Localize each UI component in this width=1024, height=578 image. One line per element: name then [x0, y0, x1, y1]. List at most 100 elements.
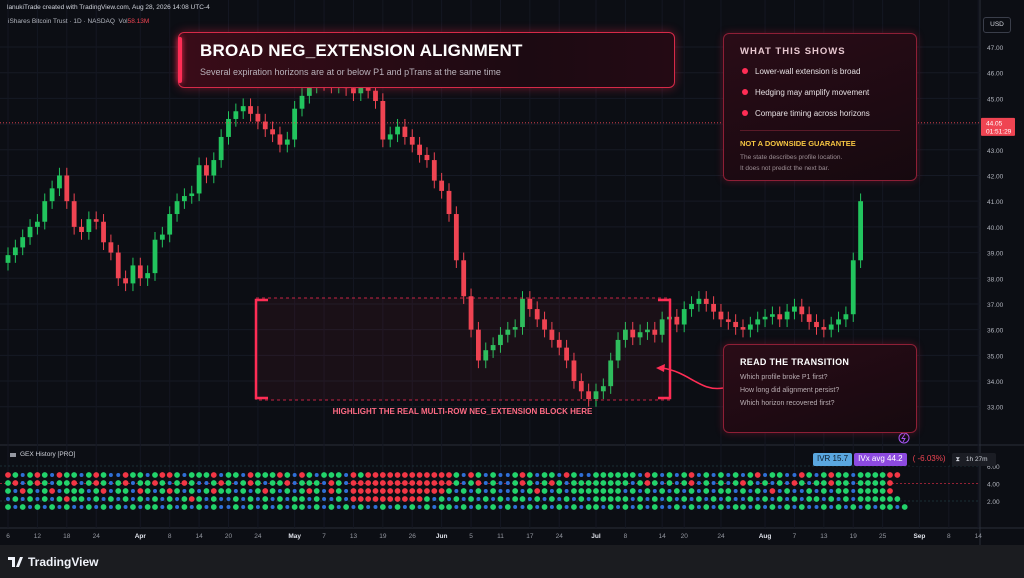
gex-dot [468, 496, 474, 502]
candle-body [659, 319, 665, 335]
gex-dot [34, 504, 41, 510]
candle-body [233, 111, 239, 119]
candle-body [806, 314, 812, 322]
gex-dot [12, 496, 19, 502]
gex-dot [181, 496, 188, 502]
currency[interactable]: USD [983, 17, 1011, 33]
gex-dot [726, 473, 731, 477]
gex-dot [247, 496, 254, 502]
gex-dot [328, 488, 335, 494]
gex-dot [541, 504, 548, 510]
gex-dot [225, 472, 232, 478]
gex-dot [85, 480, 92, 486]
gex-dot [615, 472, 621, 478]
gex-dot [5, 488, 11, 494]
gex-dot [322, 489, 327, 493]
transition-item: How long did alignment persist? [740, 387, 840, 394]
gex-dot [630, 497, 635, 501]
gex-dot [379, 504, 386, 510]
gex-dot [210, 472, 217, 478]
gex-dot [829, 505, 834, 509]
shows-item: Hedging may amplify movement [740, 88, 900, 97]
ivr-badge: IVR 15.7 [813, 453, 853, 466]
gex-dot [879, 496, 886, 502]
gex-dot [5, 480, 11, 486]
gex-dot [681, 472, 688, 478]
gex-dot [108, 473, 113, 477]
gex-dot [292, 473, 297, 477]
gex-dot [12, 472, 19, 478]
gex-dot [483, 481, 488, 485]
gex-dot [79, 473, 84, 477]
gex-dot [145, 497, 150, 501]
gex-dot [763, 473, 768, 477]
candle-body [792, 306, 797, 312]
x-tick-label: 14 [975, 533, 983, 540]
gex-dot [189, 505, 194, 509]
candle-body [277, 134, 283, 145]
x-tick-label: Sep [913, 533, 925, 540]
gex-dot [814, 505, 819, 509]
candle-body [542, 319, 547, 330]
candle-body [534, 309, 540, 320]
gex-dot [578, 488, 585, 494]
candle-body [57, 175, 62, 189]
subtitle: Several expiration horizons are at or be… [200, 67, 501, 77]
gex-dot [285, 497, 290, 501]
gex-dot [299, 472, 305, 478]
gex-dot [461, 497, 466, 501]
candle-body [630, 329, 636, 338]
x-tick-label: 7 [322, 533, 326, 540]
gex-dot [285, 505, 290, 509]
candle-body [843, 314, 849, 320]
gex-dot [86, 497, 91, 501]
x-tick-label: 14 [659, 533, 667, 540]
gex-dot [379, 480, 386, 486]
gex-dot [865, 496, 871, 502]
gex-dot [651, 480, 658, 486]
gex-dot [402, 505, 407, 509]
gex-dot [747, 472, 754, 478]
gex-dot [711, 489, 716, 493]
gex-dot [306, 488, 313, 494]
gex-dot [357, 480, 364, 486]
candle-body [167, 214, 173, 235]
gex-dot [660, 473, 665, 477]
x-tick-label: 19 [379, 533, 387, 540]
candle-body [799, 306, 805, 315]
candle-body [652, 329, 658, 335]
candle-body [512, 327, 518, 330]
gex-dot [563, 496, 570, 502]
timer: 1h 27m [965, 456, 988, 463]
gex-dot [204, 497, 209, 501]
candle-body [431, 160, 437, 181]
gex-dot [100, 488, 107, 494]
gex-dot [776, 496, 783, 502]
gex-dot [210, 488, 217, 494]
gex-dot [122, 472, 129, 478]
candle-body [498, 334, 503, 346]
gex-dot [152, 480, 158, 486]
gex-dot [299, 480, 305, 486]
gex-dot [379, 496, 386, 502]
gex-dot [490, 480, 496, 486]
gex-dot [402, 480, 408, 486]
event-marker [898, 432, 910, 444]
candle-body [292, 108, 298, 140]
gex-dot [85, 472, 92, 478]
gex-dot [821, 497, 826, 501]
gex-dot [453, 480, 460, 486]
gex-dot [865, 480, 871, 486]
candle-body [571, 360, 577, 382]
x-tick-label: 20 [225, 533, 233, 540]
gex-dot [475, 488, 482, 494]
gex-dot [218, 480, 225, 486]
gex-dot [416, 488, 423, 494]
gex-dot [387, 496, 394, 502]
gex-dot [255, 472, 261, 478]
gex-dot [820, 488, 827, 494]
gex-dot [696, 481, 701, 485]
transition-item: Which profile broke P1 first? [740, 374, 828, 381]
price-tag-countdown: 01:51:29 [986, 128, 1012, 135]
